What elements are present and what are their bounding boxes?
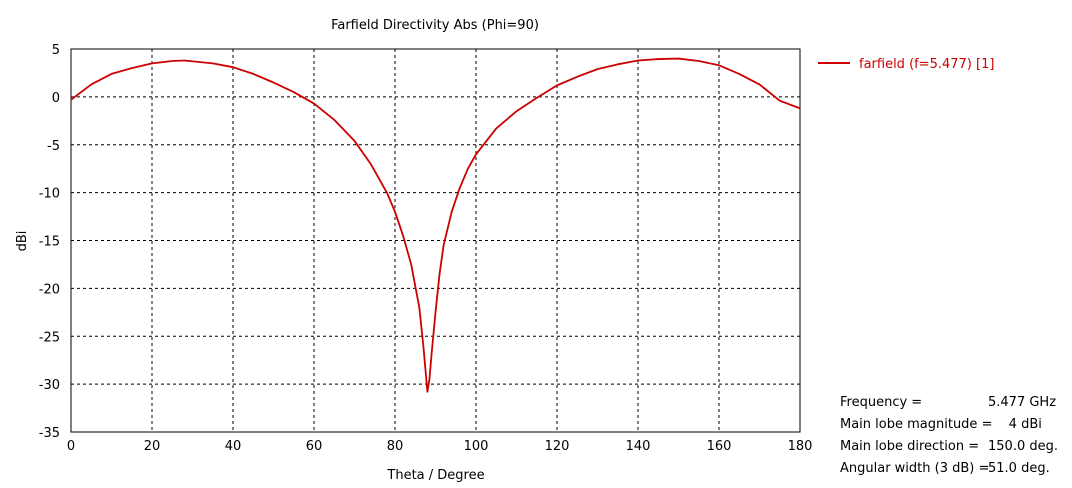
x-tick-label: 160: [707, 439, 732, 454]
info-direction: Main lobe direction = 150.0 deg.: [840, 436, 1058, 458]
tick-labels: 0 20 40 60 80 100 120 140 160 180 5 0 -5 -10 -15 -20 -25…: [39, 43, 813, 454]
info-frequency-label: Frequency =: [840, 395, 927, 410]
x-axis-label: Theta / Degree: [386, 468, 484, 483]
legend: farfield (f=5.477) [1]: [818, 57, 994, 72]
info-width: Angular width (3 dB) = 51.0 deg.: [840, 458, 1050, 480]
info-width-value: 51.0 deg.: [988, 461, 1050, 476]
y-tick-label: -20: [39, 282, 60, 297]
y-tick-label: -25: [39, 330, 60, 345]
info-direction-value: 150.0 deg.: [988, 439, 1058, 454]
plot-area-frame: [70, 48, 801, 433]
grid: [71, 49, 800, 432]
y-tick-label: -35: [39, 426, 60, 441]
x-tick-label: 100: [464, 439, 489, 454]
info-magnitude: Main lobe magnitude = 4 dBi: [840, 414, 1042, 436]
y-tick-label: -5: [47, 139, 60, 154]
x-tick-label: 80: [387, 439, 404, 454]
info-frequency-value: 5.477 GHz: [988, 395, 1057, 410]
y-axis-label: dBi: [15, 231, 30, 252]
info-magnitude-value: 4 dBi: [988, 417, 1042, 432]
series-line: [71, 57, 800, 393]
x-tick-label: 40: [225, 439, 242, 454]
info-width-label: Angular width (3 dB) =: [840, 461, 994, 476]
info-frequency: Frequency = 5.477 GHz: [840, 392, 1056, 414]
x-tick-label: 120: [545, 439, 570, 454]
x-tick-label: 180: [788, 439, 813, 454]
x-tick-label: 60: [306, 439, 323, 454]
info-direction-label: Main lobe direction =: [840, 439, 984, 454]
y-tick-label: -15: [39, 235, 60, 250]
y-tick-label: 0: [52, 91, 60, 106]
x-tick-label: 0: [67, 439, 75, 454]
y-tick-label: -30: [39, 378, 60, 393]
y-tick-label: 5: [52, 43, 60, 58]
x-tick-label: 20: [144, 439, 161, 454]
x-tick-label: 140: [626, 439, 651, 454]
info-magnitude-label: Main lobe magnitude =: [840, 417, 997, 432]
chart-title: Farfield Directivity Abs (Phi=90): [331, 18, 539, 33]
legend-label: farfield (f=5.477) [1]: [859, 57, 994, 72]
series-layer: [71, 57, 800, 393]
y-tick-label: -10: [39, 187, 60, 202]
